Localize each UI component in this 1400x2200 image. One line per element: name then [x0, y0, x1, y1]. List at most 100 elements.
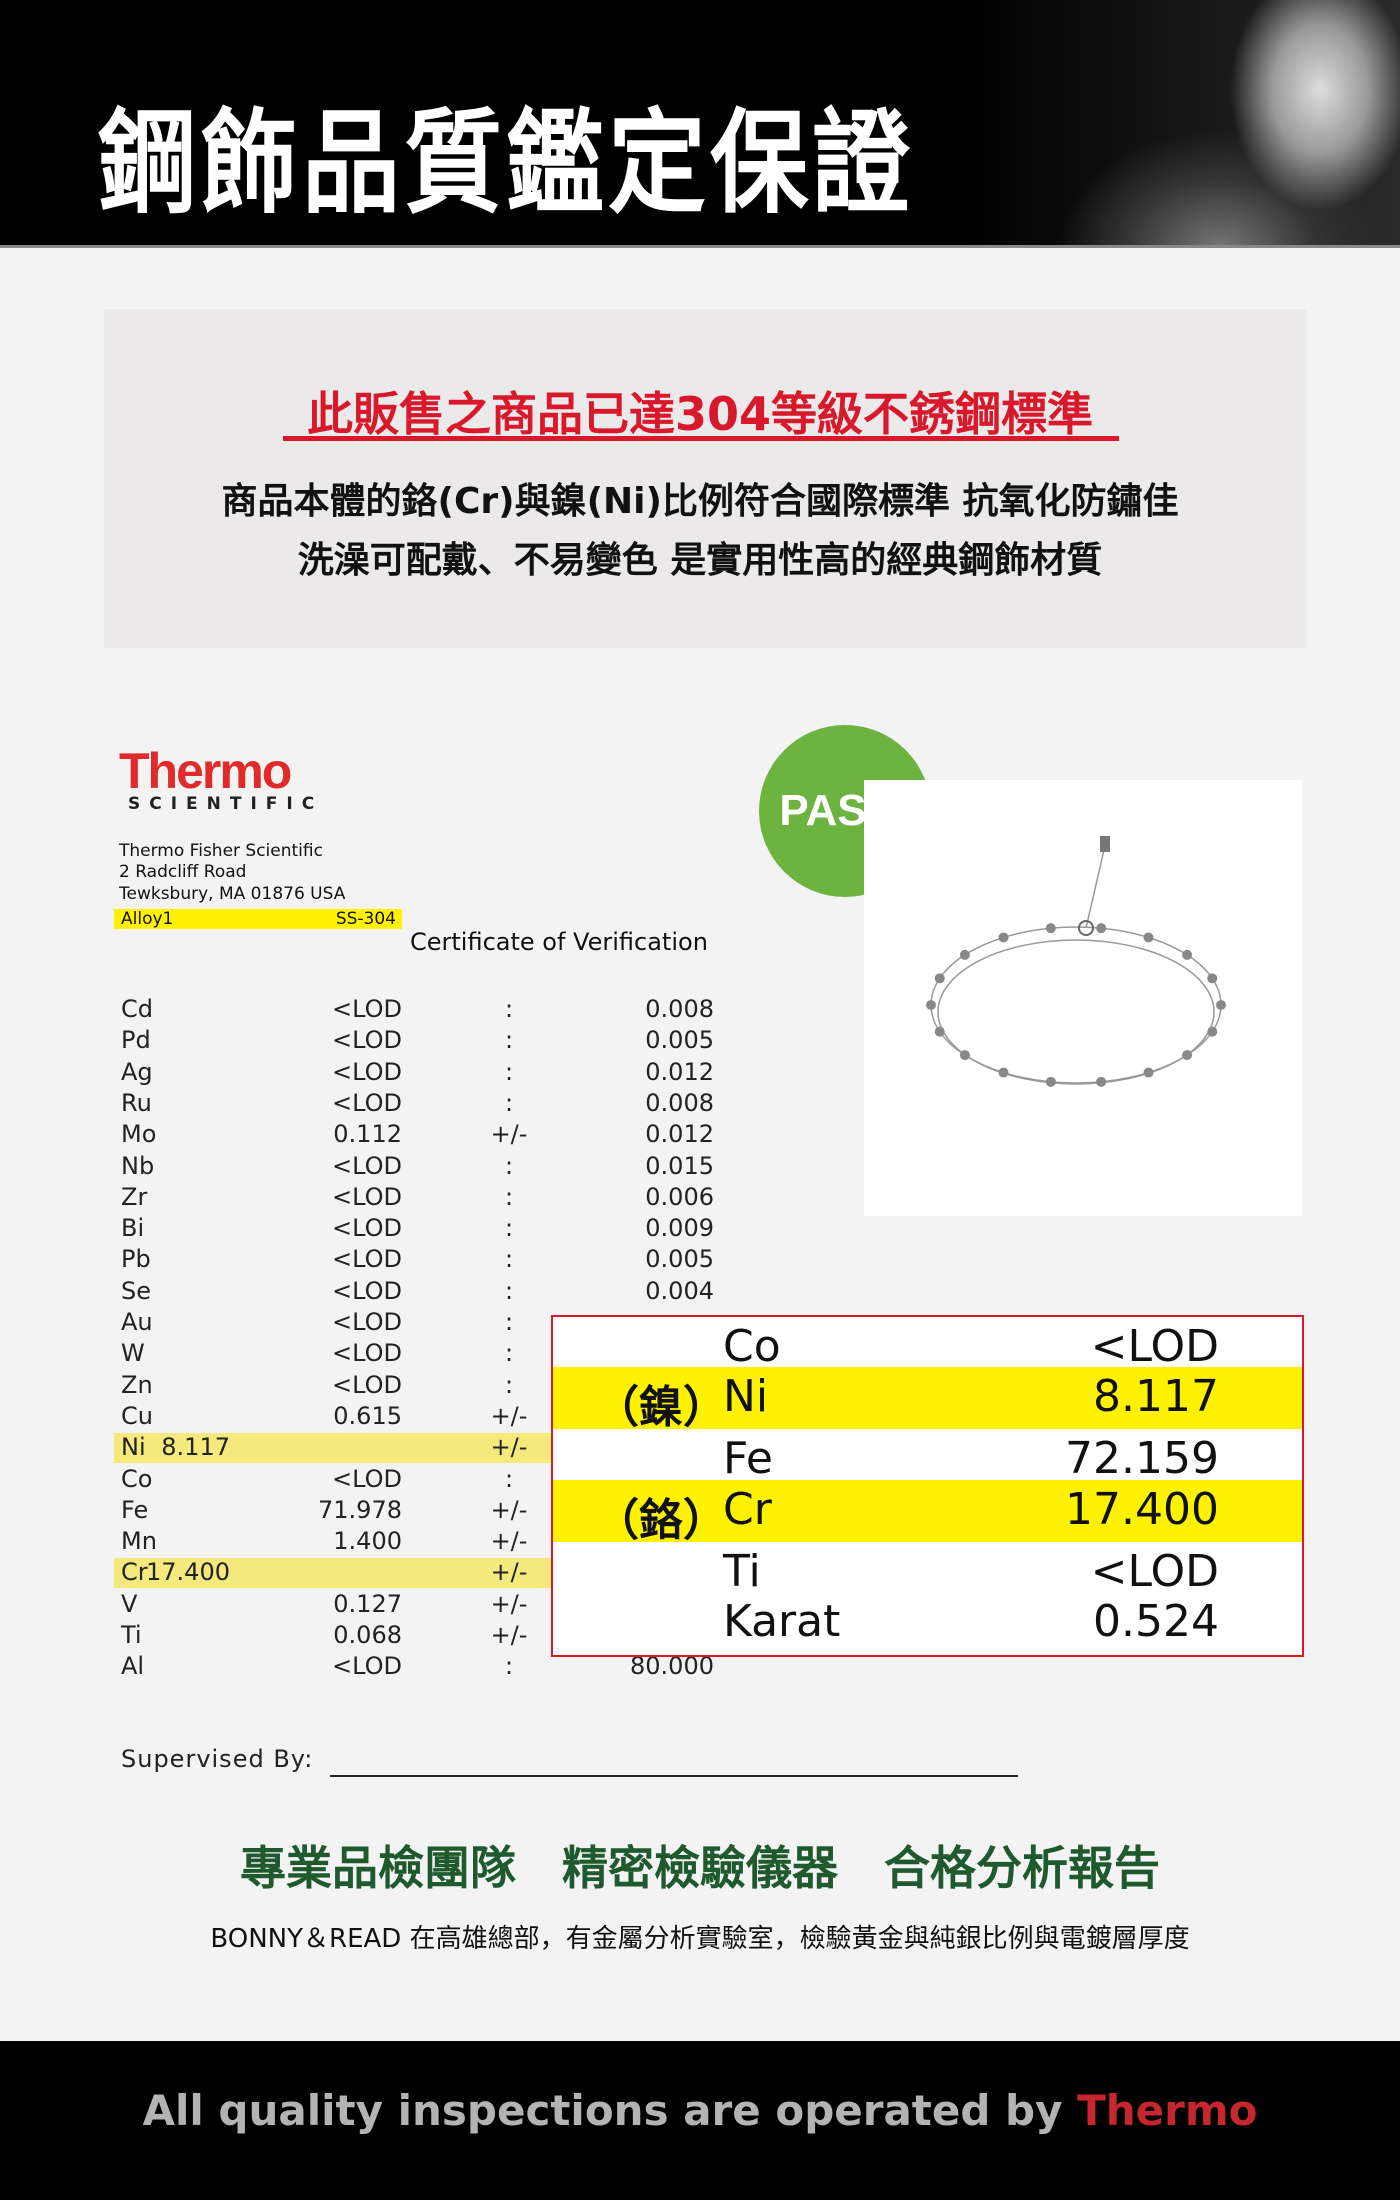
thermo-logo: Thermo	[119, 743, 292, 799]
cell-element: Mo	[121, 1120, 157, 1149]
summary-row: Co <LOD	[553, 1317, 1302, 1377]
cell-sign: :	[504, 1182, 514, 1211]
table-row: Se <LOD: 0.004	[114, 1277, 724, 1307]
intro-line-1: 商品本體的鉻(Cr)與鎳(Ni)比例符合國際標準 抗氧化防鏽佳	[221, 481, 1179, 522]
cell-sign: :	[504, 1339, 514, 1368]
table-row: Cr 17.400 +/-	[114, 1558, 552, 1589]
cell-sign: :	[504, 1088, 514, 1117]
table-row: Ru <LOD: 0.008	[114, 1089, 724, 1119]
alloy-grade: SS-304	[335, 909, 396, 929]
cell-value: <LOD	[332, 1151, 402, 1180]
bead	[1207, 973, 1218, 984]
cell-value: 71.978	[318, 1495, 402, 1524]
summary-value: 17.400	[1065, 1484, 1219, 1535]
headline-underline	[283, 436, 1119, 441]
summary-chinese-name: （鉻）	[595, 1495, 727, 1546]
bead	[1207, 1026, 1218, 1037]
table-row: Cd <LOD: 0.008	[114, 995, 724, 1025]
cell-element: V	[121, 1589, 138, 1618]
cell-value: <LOD	[332, 1182, 402, 1211]
cell-element: Au	[121, 1308, 153, 1336]
cell-element: Ni	[121, 1433, 146, 1462]
table-row: Pd <LOD: 0.005	[114, 1026, 724, 1056]
cell-value: <LOD	[332, 1026, 402, 1055]
cell-sign: :	[504, 1464, 514, 1493]
bead	[1216, 1000, 1226, 1010]
summary-value: 0.524	[1093, 1596, 1219, 1647]
table-row: Zr <LOD: 0.006	[114, 1183, 724, 1213]
certificate-title: Certificate of Verification	[410, 928, 708, 956]
address-line: 2 Radcliff Road	[119, 862, 247, 882]
bead	[1045, 923, 1056, 934]
cell-element: Ti	[121, 1621, 142, 1649]
cell-value: <LOD	[332, 1214, 402, 1243]
cell-value: <LOD	[332, 1464, 402, 1493]
table-row: Mn 1.400 +/-	[114, 1527, 724, 1557]
cell-sign: +/-	[490, 1495, 528, 1524]
summary-value: 8.117	[1093, 1371, 1219, 1422]
features-headline: 專業品檢團隊 精密檢驗儀器 合格分析報告	[240, 1841, 1160, 1895]
cell-error: 0.004	[645, 1276, 714, 1305]
address-line: Tewksbury, MA 01876 USA	[119, 884, 346, 904]
cell-value: <LOD	[332, 1057, 402, 1086]
cell-sign: :	[504, 1214, 514, 1243]
summary-row: （鎳） Ni 8.117	[553, 1367, 1302, 1433]
summary-value: <LOD	[1090, 1546, 1219, 1597]
bead	[926, 1000, 936, 1010]
page-title: 鋼飾品質鑑定保證	[98, 98, 915, 230]
bead	[959, 1050, 970, 1061]
bead	[1096, 1076, 1107, 1087]
cell-element: Nb	[121, 1151, 155, 1180]
table-row: Nb <LOD: 0.015	[114, 1152, 724, 1182]
bead	[934, 1026, 945, 1037]
divider	[0, 245, 1400, 248]
summary-element: Cr	[723, 1484, 772, 1535]
bracelet-image	[926, 836, 1226, 1087]
cell-sign: +/-	[490, 1621, 528, 1649]
cell-element: Cd	[121, 995, 153, 1023]
cell-element: Ru	[121, 1088, 152, 1117]
footer-brand: Thermo	[1077, 2086, 1258, 2135]
cell-value: 1.400	[333, 1527, 402, 1556]
cell-sign: +/-	[490, 1527, 528, 1556]
summary-value: <LOD	[1090, 1321, 1219, 1372]
lab-note: BONNY＆READ 在高雄總部，有金屬分析實驗室，檢驗黃金與純銀比例與電鍍層厚…	[210, 1924, 1190, 1954]
cell-element: Bi	[121, 1214, 145, 1243]
summary-row: Fe 72.159	[553, 1429, 1302, 1489]
cell-element: Zn	[121, 1370, 153, 1399]
supervised-label: Supervised By:	[121, 1745, 314, 1773]
intro-box	[104, 309, 1307, 648]
cell-sign: +/-	[490, 1120, 528, 1149]
cell-element: Mn	[121, 1527, 157, 1556]
table-row: Ti 0.068 +/-	[114, 1621, 724, 1651]
cell-sign: :	[504, 1276, 514, 1305]
intro-line-2: 洗澡可配戴、不易變色 是實用性高的經典鋼飾材質	[297, 540, 1103, 581]
bead	[1096, 923, 1107, 934]
table-row: V 0.127 +/-	[114, 1590, 724, 1620]
cell-value: <LOD	[332, 1088, 402, 1117]
bead	[934, 973, 945, 984]
table-row: Cu 0.615 +/-	[114, 1402, 724, 1432]
cell-error: 0.005	[645, 1245, 714, 1274]
table-row: Pb <LOD: 0.005	[114, 1245, 724, 1275]
bead	[1143, 1067, 1154, 1078]
table-row: Co <LOD:	[114, 1465, 724, 1495]
thermo-logo-sub: SCIENTIFIC	[128, 794, 324, 814]
cell-sign: +/-	[490, 1589, 528, 1618]
table-row: Zn <LOD:	[114, 1371, 724, 1401]
bead	[1045, 1076, 1056, 1087]
footer-caption: All quality inspections are operated by	[142, 2086, 1078, 2135]
summary-row: Karat 0.524	[553, 1592, 1302, 1652]
cell-error: 0.012	[645, 1057, 714, 1086]
address-line: Thermo Fisher Scientific	[119, 841, 323, 861]
summary-element: Karat	[723, 1596, 841, 1647]
table-row: Bi <LOD: 0.009	[114, 1214, 724, 1244]
alloy-bar: Alloy1 SS-304	[114, 909, 402, 929]
cell-sign: :	[504, 1370, 514, 1399]
cell-error: 0.015	[645, 1151, 714, 1180]
cell-element: Zr	[121, 1182, 148, 1211]
cell-sign: :	[504, 1151, 514, 1180]
cell-value: 8.117	[161, 1433, 230, 1462]
cell-sign: +/-	[490, 1401, 528, 1430]
cell-element: Fe	[121, 1495, 149, 1524]
